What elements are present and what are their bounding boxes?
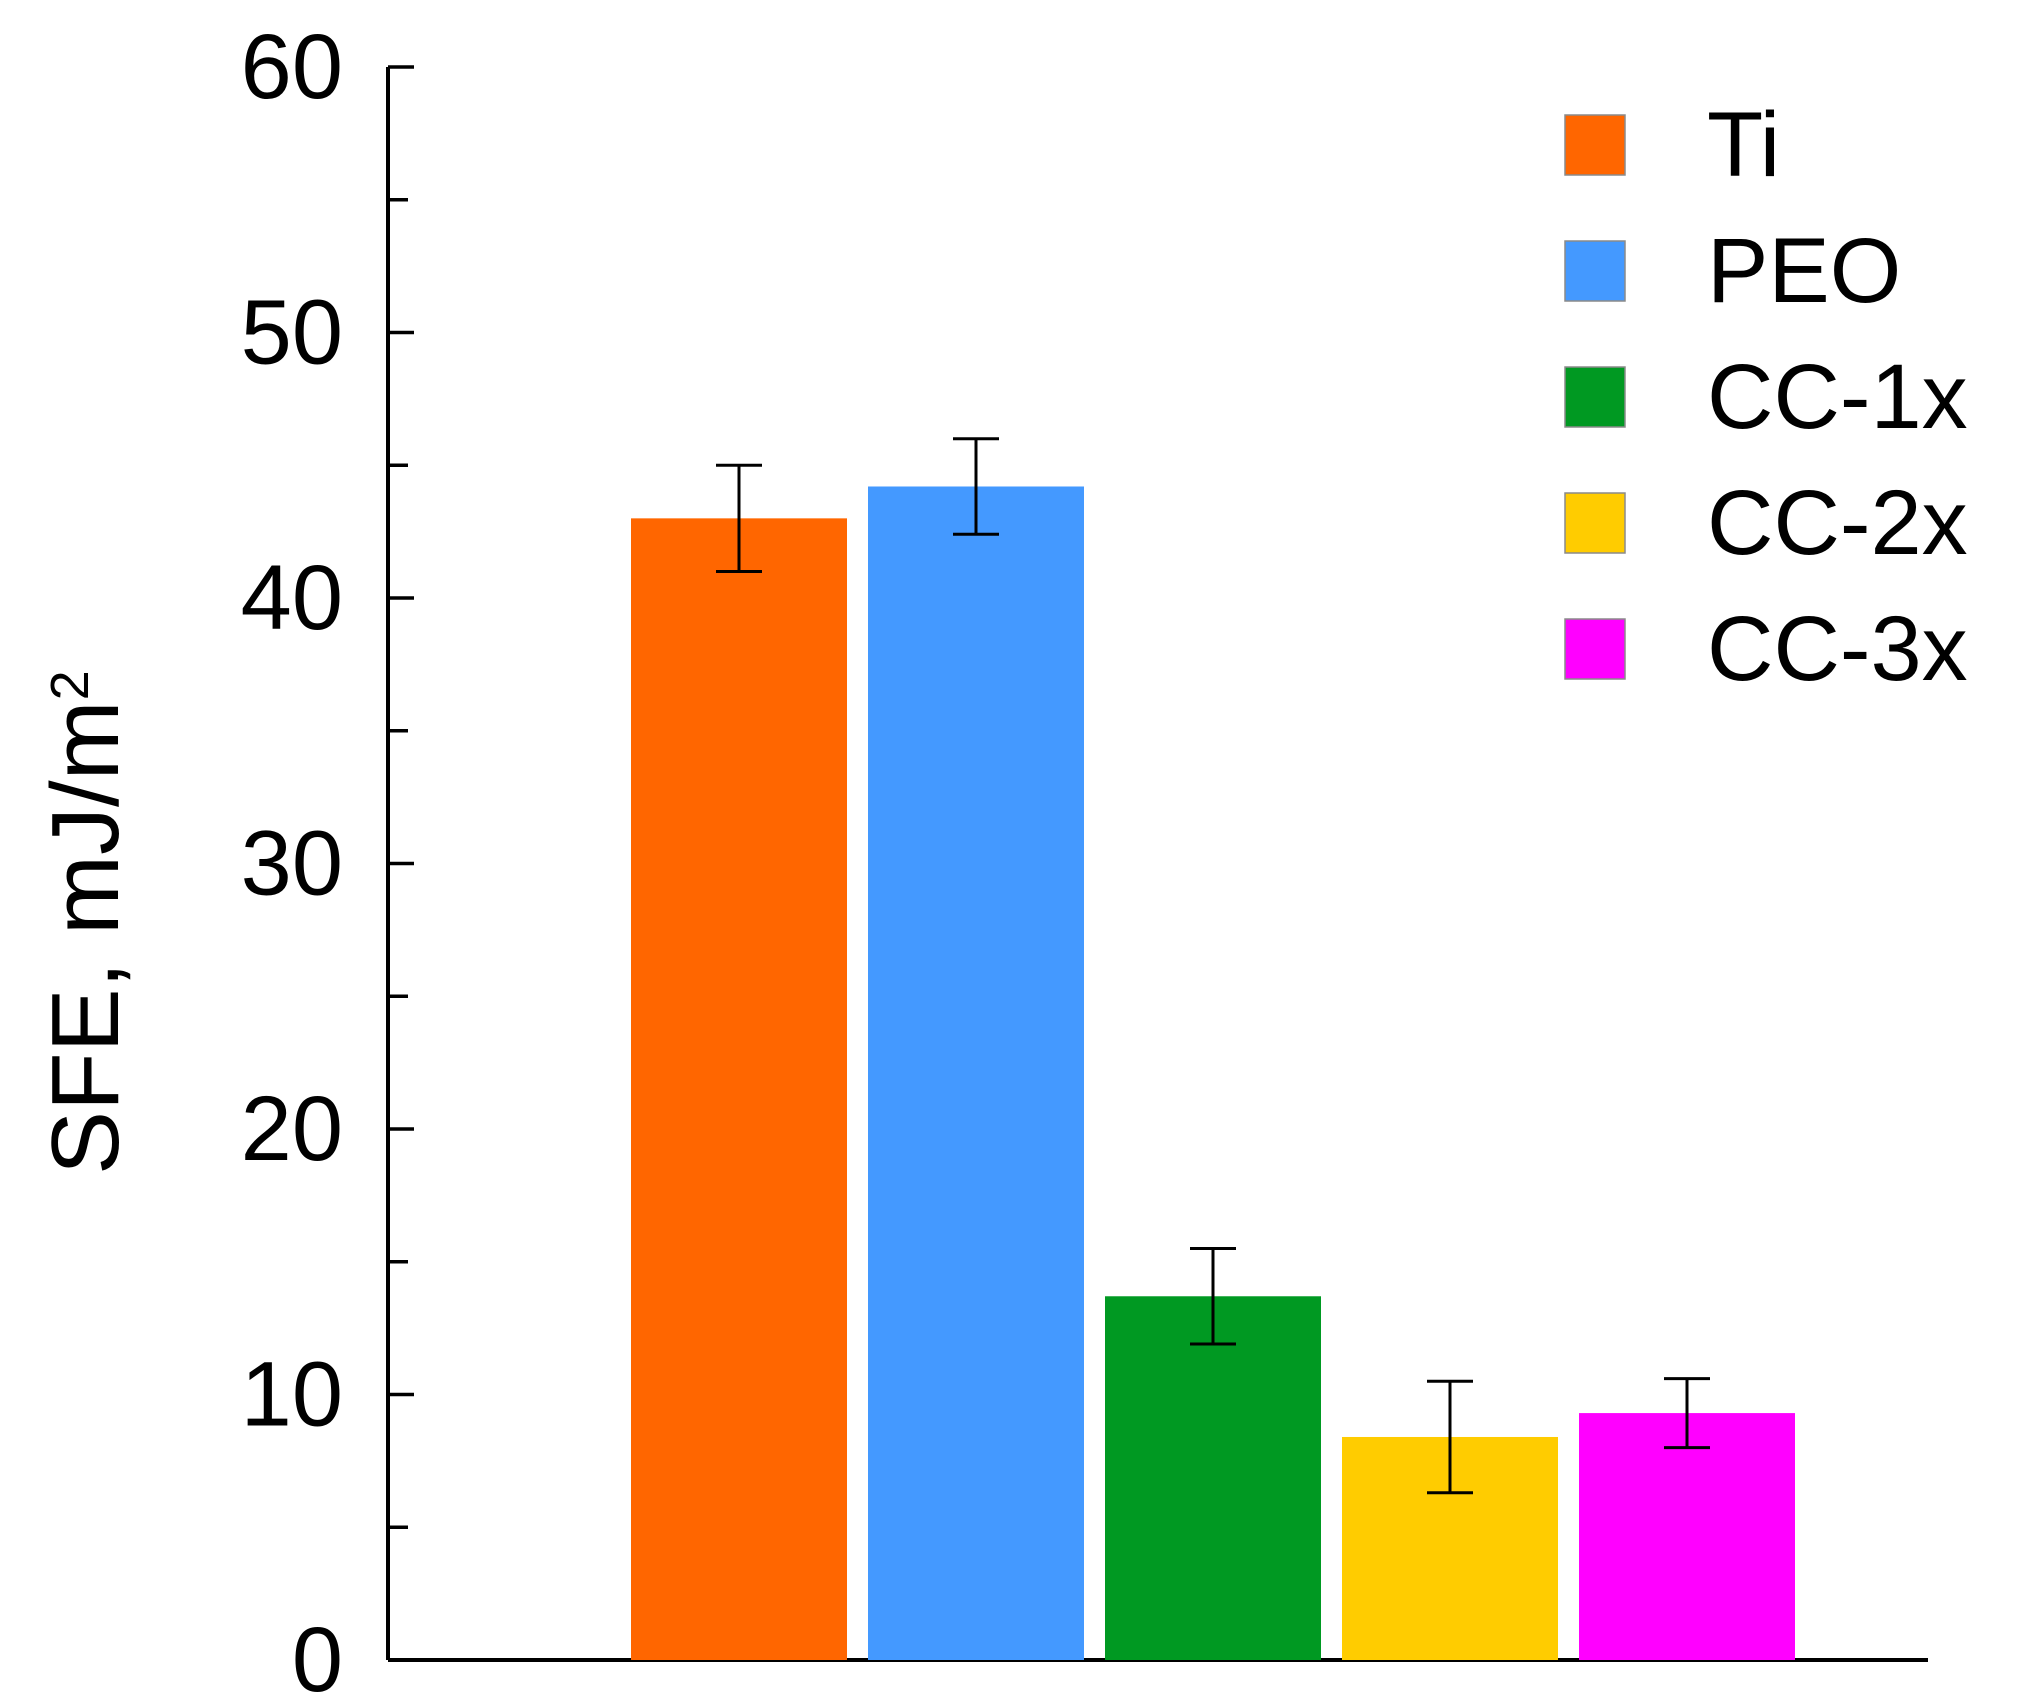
y-tick-label: 50 [241,282,343,384]
legend-swatch-ti [1564,114,1626,176]
bar-ti [631,518,847,1660]
legend-label-ti: Ti [1707,94,1780,196]
legend-label-cc-2x: CC-2x [1707,472,1968,574]
y-tick-label: 0 [292,1609,343,1706]
y-tick-label: 40 [241,547,343,649]
legend-swatch-cc-3x [1564,618,1626,680]
legend: Ti PEO CC-1x CC-2x CC-3x [1564,94,1968,700]
legend-label-peo: PEO [1707,220,1901,322]
bar-cc-3x [1579,1413,1795,1660]
bar-cc-1x [1105,1296,1321,1660]
bar-peo [868,486,1084,1660]
legend-label-cc-1x: CC-1x [1707,346,1968,448]
legend-label-cc-3x: CC-3x [1707,598,1968,700]
legend-swatch-peo [1564,240,1626,302]
plot-area: 0 10 20 30 40 50 60 [241,16,1928,1706]
y-axis-title: SFE, mJ/m2 [32,670,139,1175]
y-tick-label: 30 [241,813,343,915]
y-tick-label: 60 [241,16,343,118]
y-tick-label: 20 [241,1078,343,1180]
y-tick-label: 10 [241,1344,343,1446]
legend-swatch-cc-1x [1564,366,1626,428]
y-axis-title-superscript: 2 [40,670,100,700]
legend-swatch-cc-2x [1564,492,1626,554]
